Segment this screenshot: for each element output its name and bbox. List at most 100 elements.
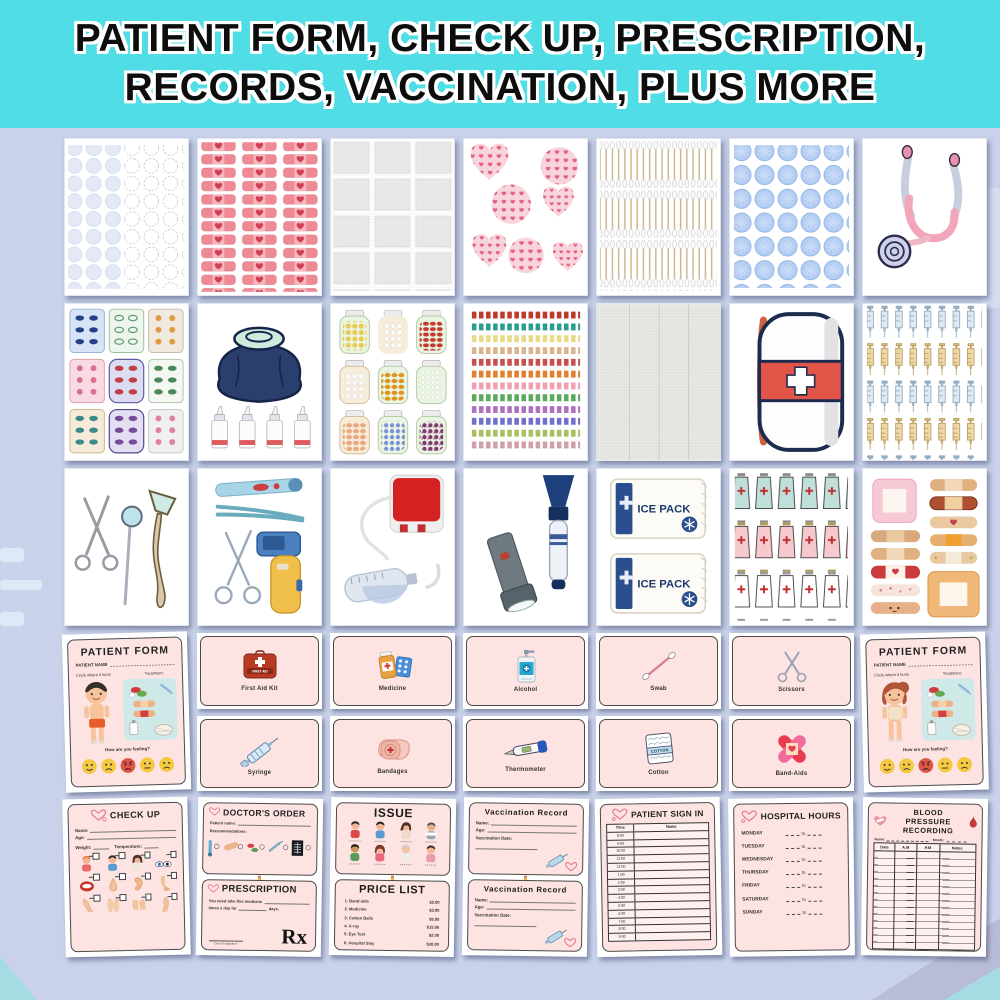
prescription-line1: You need take this medicine [208,897,263,904]
column-header-date: Date [880,844,889,850]
body-part-icon [155,861,172,868]
price-item-price: $30.00 [426,941,439,947]
treatment-box [920,678,976,741]
syringe-heart-doodle-icon [545,853,578,871]
flashcard-cotton: COTTON Cotton [596,715,721,791]
page-patient-form-girl: PATIENT FORM PATIENT NAME Circle where i… [860,631,989,793]
flashcard-label: Syringe [247,769,272,776]
doctors-order-title: DOCTOR'S ORDER [222,806,306,819]
sheet-gauze-pads [330,138,455,296]
adhesive-bandages-icon [863,469,986,625]
sheet-thermometers-scissors [197,468,322,626]
page-vaccination-records: Vaccination Record Name: Age: Vaccinatio… [461,797,590,957]
flashcard-label: Scissors [778,687,805,694]
blood-transfusion-icon [331,469,454,625]
name-label: Name: [874,837,885,842]
treatment-label: Treatment: [145,670,164,676]
body-part-icon [106,898,119,913]
feeling-faces-icon [81,756,175,775]
flashcards-swab-cotton: Swab COTTON Cotton [596,633,721,791]
body-part-icon [162,896,170,912]
title-banner: PATIENT FORM, CHECK UP, PRESCRIPTION, RE… [0,0,1000,128]
sign-in-title: PATIENT SIGN IN [631,808,704,820]
sheet-ointment-tubes [729,468,854,626]
body-parts-checklist [74,850,178,914]
heart-stethoscope-icon [612,808,628,821]
flashcard-label: Band-Aids [775,770,808,777]
blood-drop-icon [969,815,977,828]
day-label: FRIDAY [742,883,760,890]
sheet-medicine-jars [330,303,455,461]
bandaged-heart-icon [874,816,887,826]
column-header-am: A.M [902,844,910,850]
issue-card: ISSUE [335,802,452,876]
flashcards-firstaid-syringe: FIRST AID First Aid Kit [197,633,322,791]
price-item-price: $15.00 [426,924,440,930]
sick-kid-icon [425,822,437,840]
circle-where-hurts-label: Circle where it hurts [874,672,909,678]
time-cell: 10:00 [607,847,635,856]
girl-figure-icon [882,681,910,742]
vaccination-record-card: Vaccination Record Name: Age: Vaccinatio… [468,802,585,876]
sick-kid-icon [350,844,360,862]
prescription-line2a: times a day for [208,905,237,911]
sheet-first-aid-bag [729,303,854,461]
syringe-heart-doodle-icon [544,929,577,948]
background-doodle [0,548,24,562]
price-item-price: $3.00 [429,907,440,914]
feeling-faces-icon [879,757,972,774]
flashcard-label: First Aid Kit [241,686,278,693]
patient-form-title: PATIENT FORM [879,645,968,658]
flashcard-band-aids: Band-Aids [729,715,854,791]
prescription-title: PRESCRIPTION [221,882,297,896]
sheet-cotton-swabs [596,138,721,296]
medicine-jars-icon [331,304,454,460]
price-item-price: $20.00 [426,950,439,952]
patient-name-label: PATIENT NAME [874,662,906,668]
flashcard-first-aid-kit: FIRST AID First Aid Kit [197,633,322,709]
thermometer-tools-icon [198,469,321,625]
cotton-pads-icon [65,139,188,295]
page-patient-form-boy: PATIENT FORM PATIENT NAME Circle where i… [61,631,192,793]
vaccination-record-card: Vaccination Record Name: Age: Vaccinatio… [466,878,583,952]
vaccination-date-label: Vaccination Date: [475,835,513,841]
cotton-pack-text: COTTON [650,747,668,754]
gauze-strips-icon [597,304,720,460]
time-cell: 2:00 [608,878,636,887]
flashcard-label: Alcohol [513,687,538,694]
ice-bag-icon [198,304,321,460]
flashcard-label: Bandages [377,768,408,775]
thermometer-icon [503,740,547,756]
price-item-label: 3. Cotton Balls [344,914,374,921]
age-label: Age: [75,834,85,841]
body-part-icon [160,876,170,891]
sheet-otoscope-flashlight [463,468,588,626]
sheet-syringes [862,303,987,461]
circle-where-hurts-label: Circle where it hurts [76,672,111,678]
sheet-round-spot-bandages [729,138,854,296]
flashcard-thermometer: Thermometer [463,715,588,791]
issue-title: ISSUE [373,805,414,821]
ice-pack-text: ICE PACK [637,578,691,590]
spot-bandages-icon [730,139,853,295]
price-list-title: PRICE LIST [358,882,426,897]
first-aid-kit-icon: FIRST AID [243,650,276,679]
price-item-label: 4. X-ray [344,923,360,929]
scissors-icon [777,651,806,683]
to-word: to [801,830,806,836]
column-header-pm: P.M [924,845,932,851]
banner-title-line2: RECORDS, VACCINATION, PLUS MORE [124,66,876,109]
background-doodle [0,956,37,1000]
patient-form-title: PATIENT FORM [81,645,170,658]
issue-kids-icons [342,820,444,866]
medicine-icon [378,651,412,680]
flashcard-medicine: Medicine [330,633,455,709]
otoscope-flashlight-icon [464,469,587,625]
day-label: TUESDAY [741,844,765,850]
day-label: THURSDAY [741,870,769,876]
treatment-box [122,678,178,741]
to-word: to [801,857,806,863]
sick-kid-icon [426,845,436,863]
syringes-icon [863,304,986,460]
